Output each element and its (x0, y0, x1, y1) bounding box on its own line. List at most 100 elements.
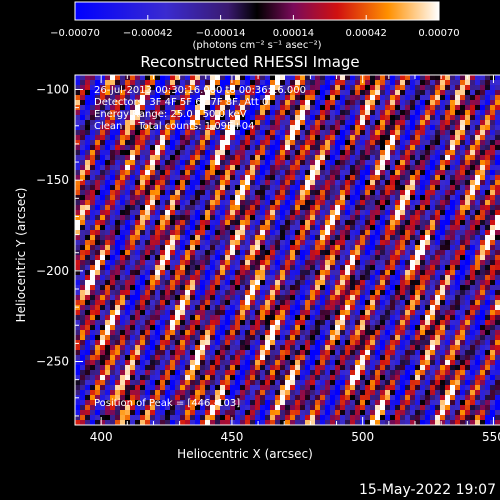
heatmap-cell (240, 110, 246, 116)
heatmap-cell (135, 150, 141, 156)
heatmap-cell (460, 170, 466, 176)
heatmap-cell (305, 125, 311, 131)
heatmap-cell (250, 80, 256, 86)
heatmap-cell (475, 180, 481, 186)
heatmap-cell (105, 180, 111, 186)
heatmap-cell (325, 305, 331, 311)
heatmap-cell (480, 145, 486, 151)
heatmap-cell (485, 260, 491, 266)
heatmap-cell (105, 265, 111, 271)
heatmap-cell (370, 100, 376, 106)
heatmap-cell (115, 135, 121, 141)
heatmap-cell (140, 170, 146, 176)
heatmap-cell (340, 105, 346, 111)
heatmap-cell (170, 265, 176, 271)
heatmap-cell (395, 115, 401, 121)
heatmap-cell (340, 290, 346, 296)
heatmap-cell (95, 155, 101, 161)
heatmap-cell (270, 230, 276, 236)
heatmap-cell (110, 80, 116, 86)
heatmap-cell (100, 115, 106, 121)
heatmap-cell (425, 145, 431, 151)
heatmap-cell (295, 105, 301, 111)
heatmap-cell (300, 130, 306, 136)
heatmap-cell (260, 185, 266, 191)
heatmap-cell (120, 165, 126, 171)
heatmap-cell (215, 210, 221, 216)
heatmap-cell (260, 80, 266, 86)
heatmap-cell (275, 265, 281, 271)
heatmap-cell (355, 190, 361, 196)
heatmap-cell (300, 240, 306, 246)
heatmap-cell (95, 210, 101, 216)
heatmap-cell (210, 160, 216, 166)
heatmap-cell (335, 270, 341, 276)
heatmap-cell (125, 290, 131, 296)
heatmap-cell (485, 140, 491, 146)
heatmap-cell (155, 270, 161, 276)
heatmap-cell (295, 280, 301, 286)
heatmap-cell (225, 175, 231, 181)
heatmap-cell (140, 300, 146, 306)
heatmap-cell (435, 165, 441, 171)
heatmap-cell (465, 195, 471, 201)
heatmap-cell (160, 185, 166, 191)
heatmap-cell (425, 265, 431, 271)
heatmap-cell (220, 145, 226, 151)
heatmap-cell (80, 185, 86, 191)
heatmap-cell (455, 180, 461, 186)
heatmap-cell (340, 280, 346, 286)
heatmap-cell (310, 265, 316, 271)
heatmap-cell (125, 140, 131, 146)
heatmap-cell (430, 235, 436, 241)
heatmap-cell (160, 295, 166, 301)
heatmap-cell (250, 305, 256, 311)
heatmap-cell (420, 195, 426, 201)
heatmap-cell (390, 300, 396, 306)
heatmap-cell (175, 195, 181, 201)
heatmap-cell (255, 225, 261, 231)
heatmap-cell (400, 245, 406, 251)
heatmap-cell (465, 145, 471, 151)
heatmap-cell (150, 290, 156, 296)
heatmap-cell (120, 205, 126, 211)
heatmap-cell (405, 165, 411, 171)
heatmap-cell (415, 240, 421, 246)
heatmap-cell (105, 170, 111, 176)
heatmap-cell (90, 75, 96, 81)
heatmap-cell (475, 175, 481, 181)
heatmap-cell (455, 145, 461, 151)
heatmap-cell (165, 170, 171, 176)
heatmap-cell (145, 125, 151, 131)
heatmap-cell (375, 185, 381, 191)
heatmap-cell (455, 215, 461, 221)
heatmap-cell (350, 230, 356, 236)
heatmap-cell (400, 115, 406, 121)
heatmap-cell (295, 160, 301, 166)
heatmap-cell (95, 265, 101, 271)
heatmap-cell (90, 95, 96, 101)
heatmap-cell (485, 315, 491, 321)
heatmap-cell (290, 280, 296, 286)
heatmap-cell (305, 265, 311, 271)
heatmap-cell (480, 140, 486, 146)
heatmap-cell (275, 225, 281, 231)
heatmap-cell (465, 85, 471, 91)
heatmap-cell (450, 125, 456, 131)
heatmap-cell (170, 120, 176, 126)
heatmap-cell (320, 180, 326, 186)
heatmap-cell (415, 220, 421, 226)
heatmap-cell (425, 290, 431, 296)
heatmap-cell (405, 285, 411, 291)
heatmap-cell (105, 160, 111, 166)
heatmap-cell (200, 80, 206, 86)
heatmap-cell (290, 80, 296, 86)
heatmap-cell (495, 290, 500, 296)
heatmap-cell (185, 150, 191, 156)
heatmap-cell (480, 135, 486, 141)
heatmap-cell (340, 95, 346, 101)
heatmap-cell (100, 230, 106, 236)
heatmap-cell (215, 75, 221, 81)
heatmap-cell (130, 245, 136, 251)
heatmap-cell (290, 155, 296, 161)
